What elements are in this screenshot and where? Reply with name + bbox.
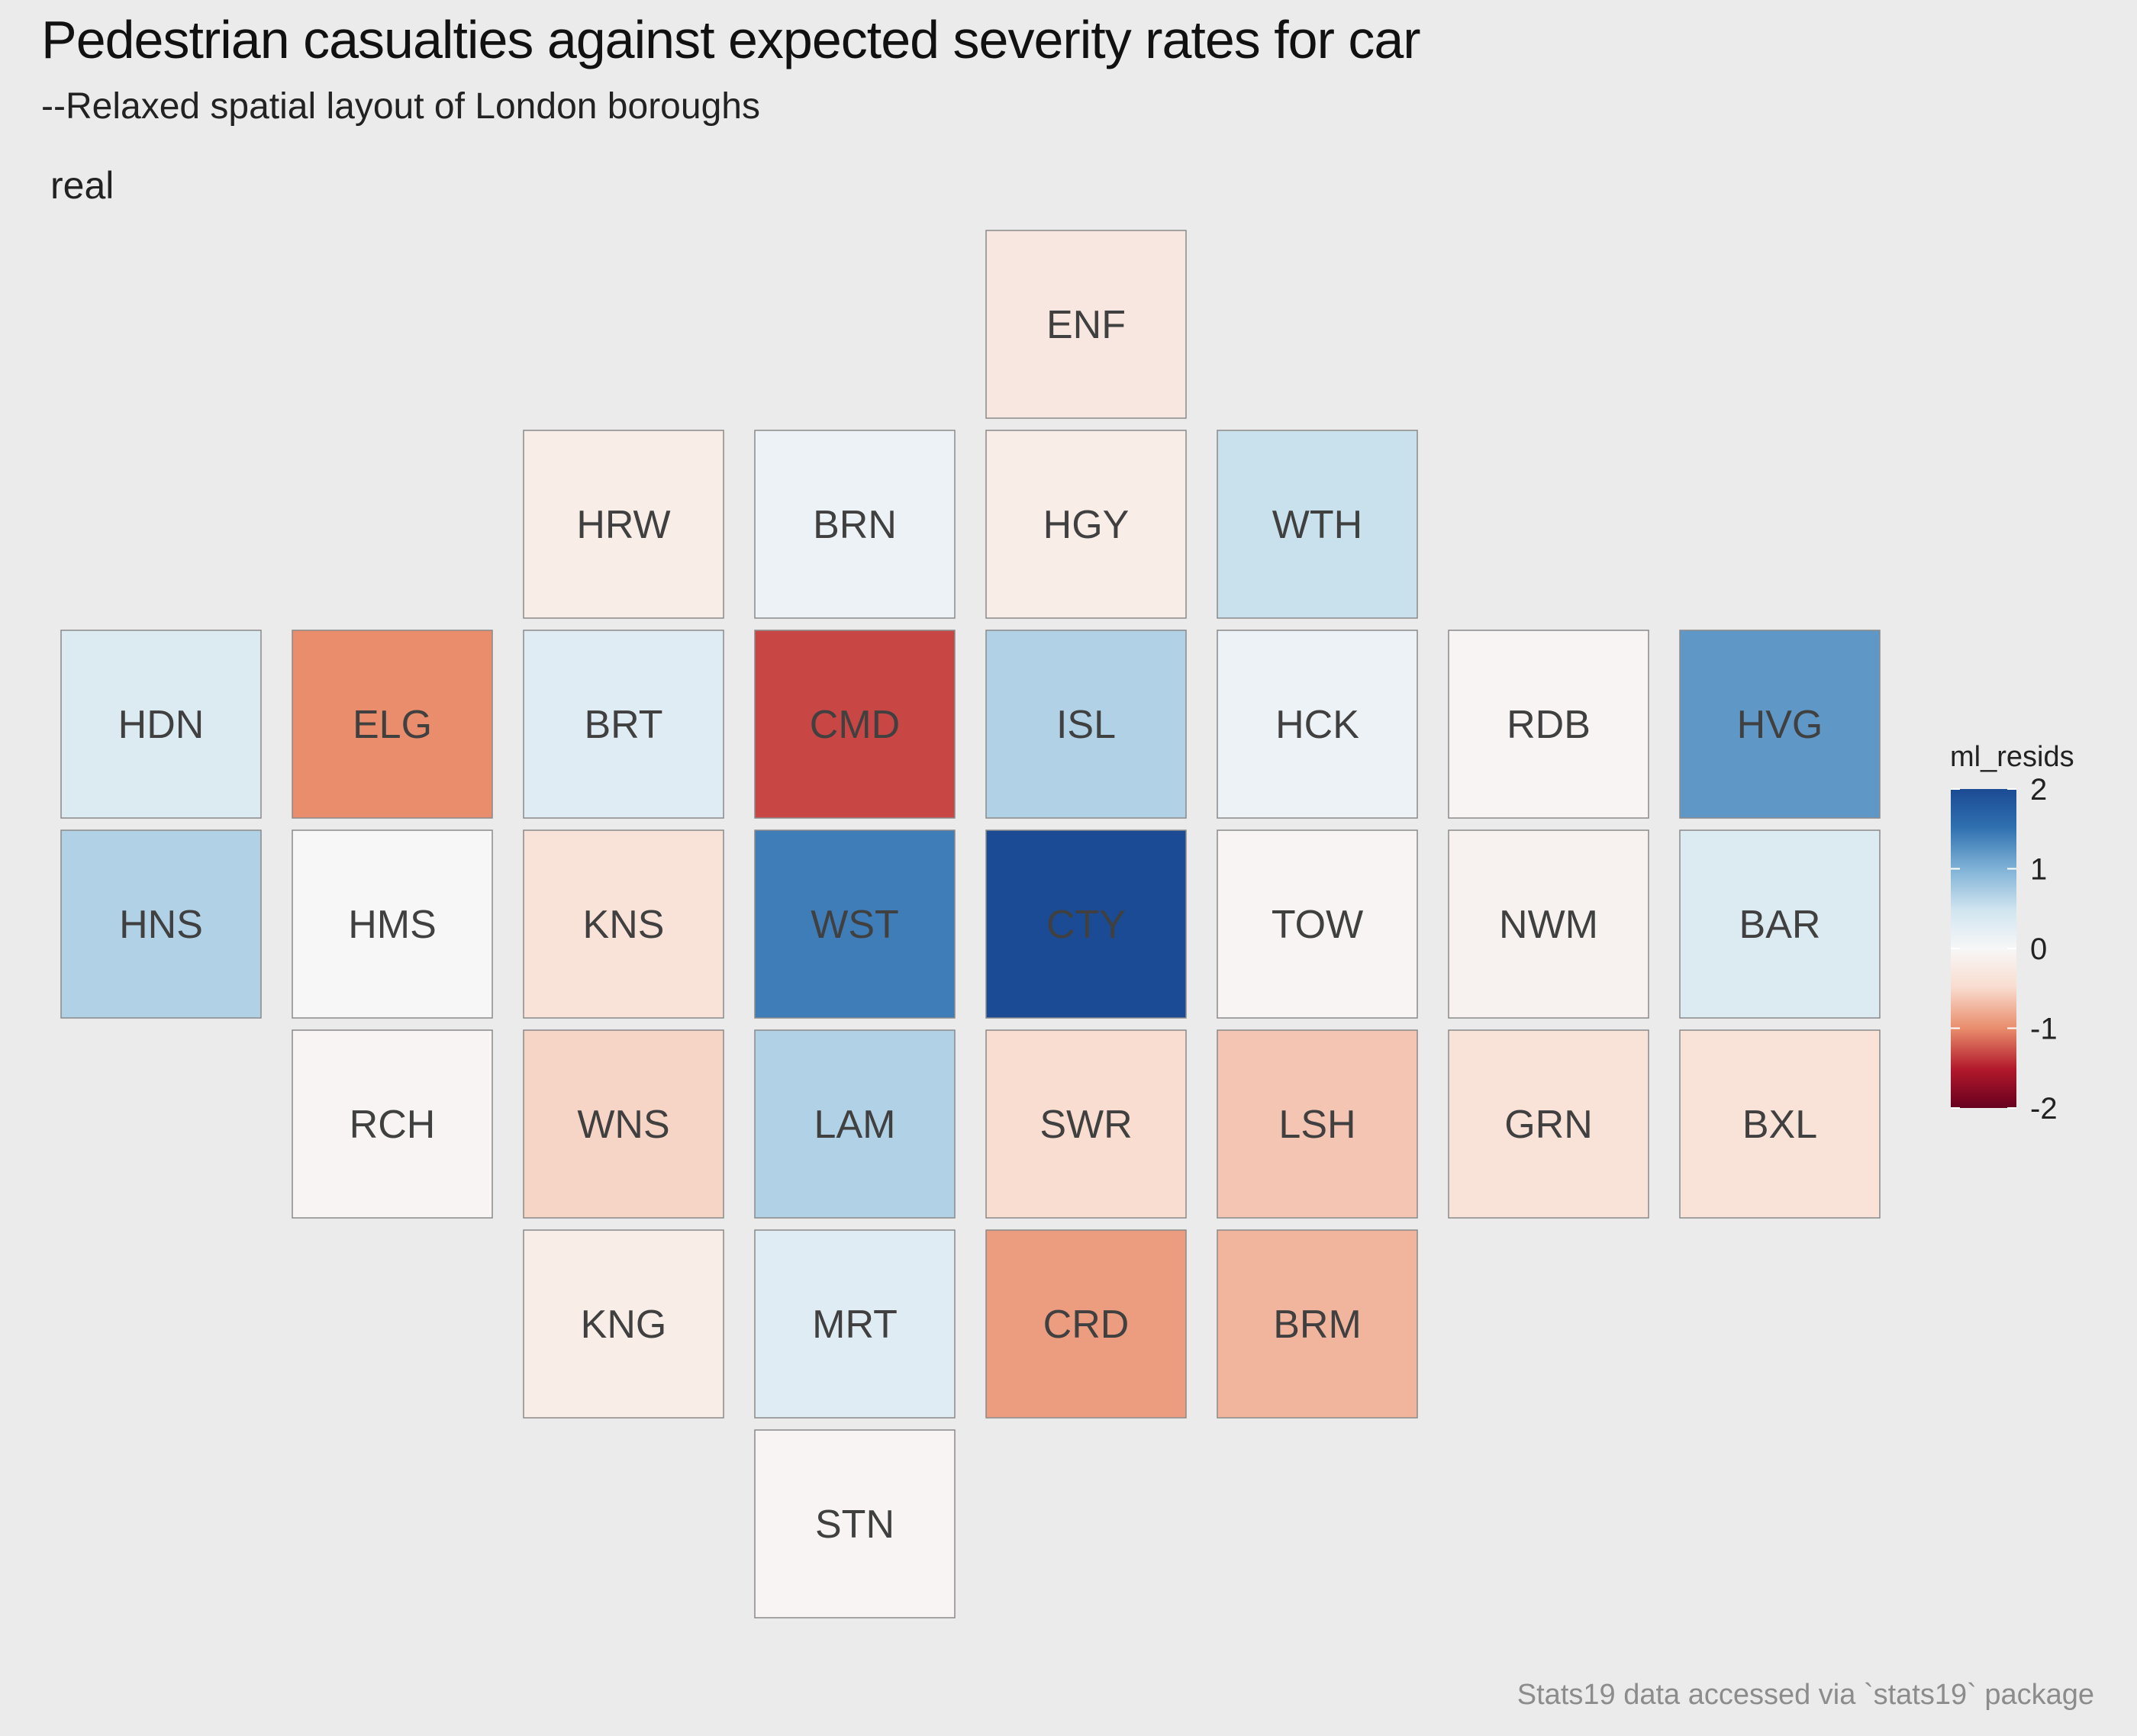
tile-hns <box>60 829 262 1019</box>
tile-lam <box>754 1029 956 1219</box>
tile-hrw <box>523 430 724 619</box>
tile-label-wns: WNS <box>577 1103 669 1147</box>
tile-label-brn: BRN <box>813 503 897 547</box>
legend-title: ml_resids <box>1950 741 2074 773</box>
tile-label-brm: BRM <box>1273 1303 1362 1347</box>
tile-label-hgy: HGY <box>1043 503 1130 547</box>
tile-label-hns: HNS <box>119 903 203 947</box>
tile-lsh <box>1217 1029 1418 1219</box>
tile-label-hdn: HDN <box>118 703 205 747</box>
tile-label-hrw: HRW <box>576 503 670 547</box>
tile-wth <box>1217 430 1418 619</box>
tile-hdn <box>60 630 262 819</box>
tile-label-cmd: CMD <box>810 703 900 747</box>
tile-hvg <box>1679 630 1881 819</box>
tile-label-hck: HCK <box>1275 703 1359 747</box>
tile-swr <box>985 1029 1187 1219</box>
tile-grn <box>1448 1029 1649 1219</box>
tile-label-brt: BRT <box>584 703 662 747</box>
tile-wns <box>523 1029 724 1219</box>
tile-label-grn: GRN <box>1504 1103 1593 1147</box>
tile-label-tow: TOW <box>1272 903 1363 947</box>
tile-rch <box>292 1029 493 1219</box>
tile-label-cty: CTY <box>1046 903 1126 947</box>
tile-label-nwm: NWM <box>1499 903 1598 947</box>
chart-subtitle: --Relaxed spatial layout of London borou… <box>41 86 760 127</box>
tile-hck <box>1217 630 1418 819</box>
chart-caption: Stats19 data accessed via `stats19` pack… <box>1517 1679 2094 1711</box>
tile-enf <box>985 230 1187 419</box>
tile-label-kng: KNG <box>581 1303 667 1347</box>
tile-tow <box>1217 829 1418 1019</box>
tile-label-rdb: RDB <box>1507 703 1591 747</box>
tile-cmd <box>754 630 956 819</box>
tile-isl <box>985 630 1187 819</box>
legend-tick-label: 2 <box>2030 773 2047 807</box>
tile-mrt <box>754 1229 956 1419</box>
tile-label-bar: BAR <box>1739 903 1821 947</box>
legend-ticks: 2 1 0 -1 -2 <box>1951 773 2058 1126</box>
tile-bar <box>1679 829 1881 1019</box>
tile-hgy <box>985 430 1187 619</box>
tile-label-stn: STN <box>815 1502 894 1547</box>
legend-colorbar <box>1951 789 2016 1108</box>
tile-label-bxl: BXL <box>1742 1103 1817 1147</box>
tile-label-hms: HMS <box>348 903 437 947</box>
tile-rdb <box>1448 630 1649 819</box>
tile-wst <box>754 829 956 1019</box>
color-legend: ml_resids 2 1 0 -1 -2 <box>1950 741 2074 1126</box>
legend-tick-label: -1 <box>2030 1013 2058 1046</box>
tile-cty <box>985 829 1187 1019</box>
tile-label-enf: ENF <box>1046 303 1126 347</box>
tile-stn <box>754 1429 956 1618</box>
tile-elg <box>292 630 493 819</box>
tile-label-isl: ISL <box>1056 703 1116 747</box>
tile-brn <box>754 430 956 619</box>
legend-tick-label: 0 <box>2030 932 2047 966</box>
tile-label-swr: SWR <box>1039 1103 1132 1147</box>
tile-label-mrt: MRT <box>812 1303 898 1347</box>
tile-label-kns: KNS <box>583 903 665 947</box>
legend-tick-label: -2 <box>2030 1092 2058 1126</box>
tile-label-wth: WTH <box>1272 503 1362 547</box>
tile-bxl <box>1679 1029 1881 1219</box>
tile-label-rch: RCH <box>350 1103 436 1147</box>
tiles-group: ENF HRW BRN HGY WTH HDN ELG BRT CMD ISL HCK RDB HVG H… <box>60 230 1881 1618</box>
tile-label-lam: LAM <box>814 1103 896 1147</box>
tile-label-hvg: HVG <box>1737 703 1823 747</box>
legend-tick-label: 1 <box>2030 853 2047 887</box>
facet-label: real <box>50 164 114 207</box>
tile-nwm <box>1448 829 1649 1019</box>
tile-crd <box>985 1229 1187 1419</box>
tile-label-elg: ELG <box>353 703 432 747</box>
tile-brt <box>523 630 724 819</box>
tile-kng <box>523 1229 724 1419</box>
tile-hms <box>292 829 493 1019</box>
tile-label-lsh: LSH <box>1278 1103 1355 1147</box>
tile-kns <box>523 829 724 1019</box>
tile-label-crd: CRD <box>1043 1303 1130 1347</box>
tile-label-wst: WST <box>811 903 899 947</box>
tile-brm <box>1217 1229 1418 1419</box>
chart-title: Pedestrian casualties against expected s… <box>41 10 1421 69</box>
